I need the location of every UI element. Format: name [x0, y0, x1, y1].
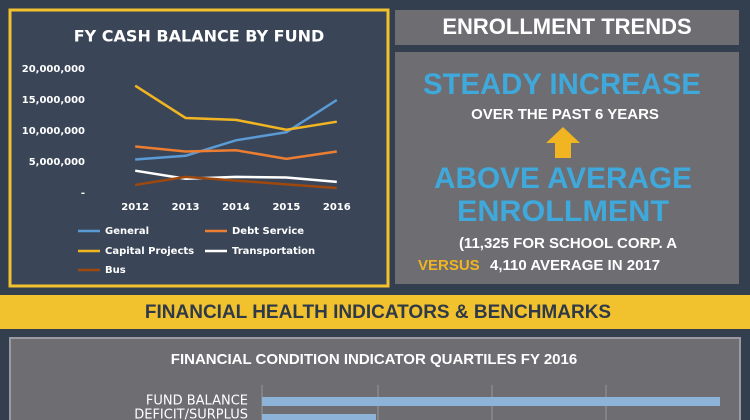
- series-line: [135, 98, 338, 161]
- legend-label: General: [105, 226, 149, 237]
- y-tick-label: 15,000,000: [22, 95, 85, 106]
- series-line: [134, 84, 337, 132]
- quartile-bar: [262, 414, 376, 420]
- chart-title: FY CASH BALANCE BY FUND: [74, 27, 325, 46]
- banner: [0, 295, 750, 329]
- legend-label: Capital Projects: [105, 246, 194, 257]
- headline: ABOVE AVERAGE: [434, 162, 692, 195]
- banner-title: FINANCIAL HEALTH INDICATORS & BENCHMARKS: [145, 302, 611, 323]
- detail: (11,325 FOR SCHOOL CORP. A: [459, 235, 677, 252]
- detail-highlight: VERSUS: [418, 257, 480, 274]
- chart-panel: [8, 8, 390, 288]
- y-tick-label: 5,000,000: [29, 157, 85, 168]
- row-label: FUND BALANCE: [146, 394, 248, 409]
- enrollment-title-box: [395, 10, 739, 45]
- y-tick-label: 20,000,000: [22, 64, 85, 75]
- quartile-title: FINANCIAL CONDITION INDICATOR QUARTILES …: [171, 351, 577, 368]
- enrollment-box: [395, 52, 739, 284]
- row-label: DEFICIT/SURPLUS: [134, 408, 248, 420]
- subline: OVER THE PAST 6 YEARS: [471, 106, 659, 123]
- x-tick-label: 2016: [323, 202, 351, 213]
- quartile-bar: [262, 397, 720, 406]
- series-line: [135, 175, 337, 190]
- y-tick-label: -: [81, 188, 85, 199]
- enrollment-title: ENROLLMENT TRENDS: [442, 14, 691, 39]
- headline: ENROLLMENT: [457, 195, 669, 228]
- x-tick-label: 2015: [272, 202, 300, 213]
- legend-label: Bus: [105, 265, 126, 276]
- legend-label: Transportation: [232, 246, 315, 257]
- detail: 4,110 AVERAGE IN 2017: [490, 257, 660, 274]
- y-tick-label: 10,000,000: [22, 126, 85, 137]
- arrow-up: [546, 127, 580, 158]
- quartile-panel: [9, 337, 741, 420]
- x-tick-label: 2013: [172, 202, 200, 213]
- legend-label: Debt Service: [232, 226, 304, 237]
- headline: STEADY INCREASE: [423, 68, 701, 101]
- x-tick-label: 2012: [121, 202, 149, 213]
- x-tick-label: 2014: [222, 202, 250, 213]
- series-line: [135, 169, 337, 184]
- series-line: [135, 145, 337, 161]
